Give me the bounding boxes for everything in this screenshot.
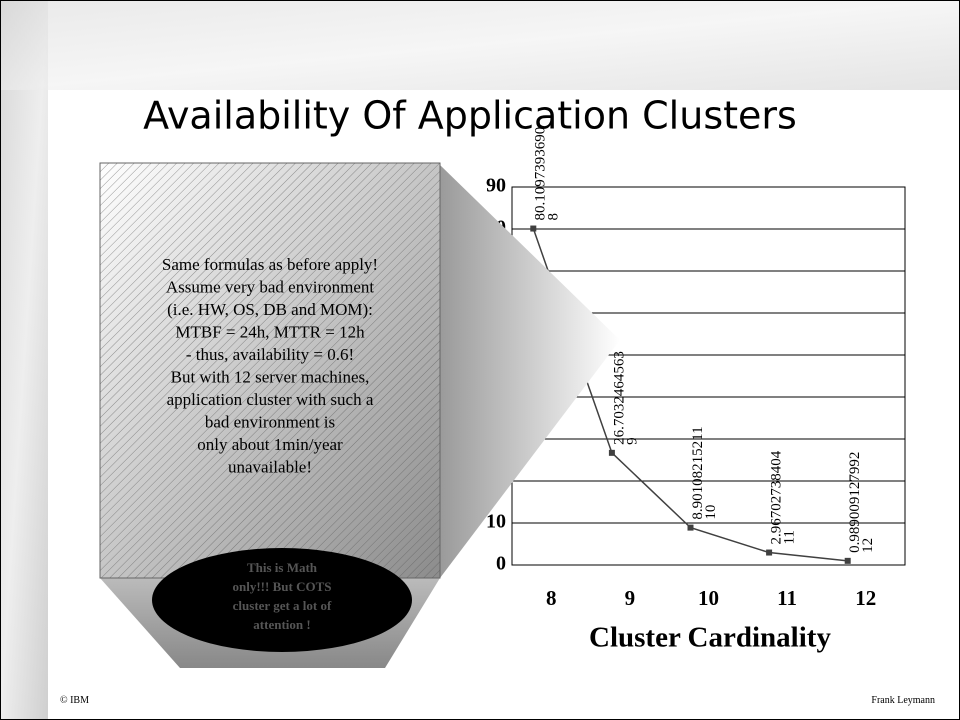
- x-tick-label: 10: [698, 586, 719, 610]
- x-tick-label: 8: [546, 586, 557, 610]
- marker: [766, 549, 773, 556]
- y-tick-label: 0: [496, 553, 506, 575]
- data-label: 2.96702738404: [769, 450, 785, 544]
- marker: [530, 225, 537, 232]
- marker: [608, 449, 615, 456]
- callout-text: This is Math only!!! But COTS cluster get …: [233, 560, 332, 632]
- x-tick-label: 11: [777, 586, 797, 610]
- note-hatch: [100, 163, 440, 578]
- footer-left: © IBM: [60, 695, 89, 706]
- x-tick-label: 12: [855, 586, 876, 610]
- top-texture: [0, 0, 960, 90]
- title: Availability Of Application Clusters: [143, 94, 797, 138]
- y-tick-label: 90: [486, 175, 506, 197]
- x-tick-label: 9: [625, 586, 636, 610]
- data-label: 80.1097393690: [533, 127, 549, 221]
- note-line: - thus, availability = 0.6!: [186, 345, 354, 364]
- data-label: 26.7032464563: [611, 351, 627, 445]
- note-line: Same formulas as before apply!: [162, 255, 378, 274]
- data-label-category: 10: [703, 505, 719, 520]
- data-label: 8.90108215211: [690, 426, 706, 519]
- note-line: unavailable!: [228, 458, 312, 477]
- marker: [687, 524, 694, 531]
- side-texture: [0, 0, 48, 720]
- callout-line: attention !: [253, 617, 310, 632]
- callout-line: only!!! But COTS: [233, 579, 332, 594]
- x-axis-label: Cluster Cardinality: [589, 622, 831, 654]
- note-line: MTBF = 24h, MTTR = 12h: [175, 323, 365, 342]
- note-line: bad environment is: [205, 413, 335, 432]
- data-label-category: 12: [860, 538, 876, 553]
- data-label-category: 11: [782, 530, 798, 544]
- data-label: 0.989009127992: [847, 452, 863, 553]
- note-line: But with 12 server machines,: [171, 368, 370, 387]
- fan: [440, 165, 620, 578]
- callout: [152, 548, 412, 652]
- footer-right: Frank Leymann: [871, 695, 935, 706]
- data-label-category: 8: [546, 213, 562, 221]
- callout-line: This is Math: [247, 560, 318, 575]
- note-line: only about 1min/year: [197, 435, 343, 454]
- note-line: application cluster with such a: [167, 390, 374, 409]
- y-tick-label: 10: [486, 511, 506, 533]
- note-text: Same formulas as before apply! Assume ver…: [162, 255, 378, 477]
- marker: [844, 557, 851, 564]
- note-line: Assume very bad environment: [166, 278, 374, 297]
- note-line: (i.e. HW, OS, DB and MOM):: [167, 300, 373, 319]
- callout-line: cluster get a lot of: [233, 598, 332, 613]
- data-label-category: 9: [624, 437, 640, 445]
